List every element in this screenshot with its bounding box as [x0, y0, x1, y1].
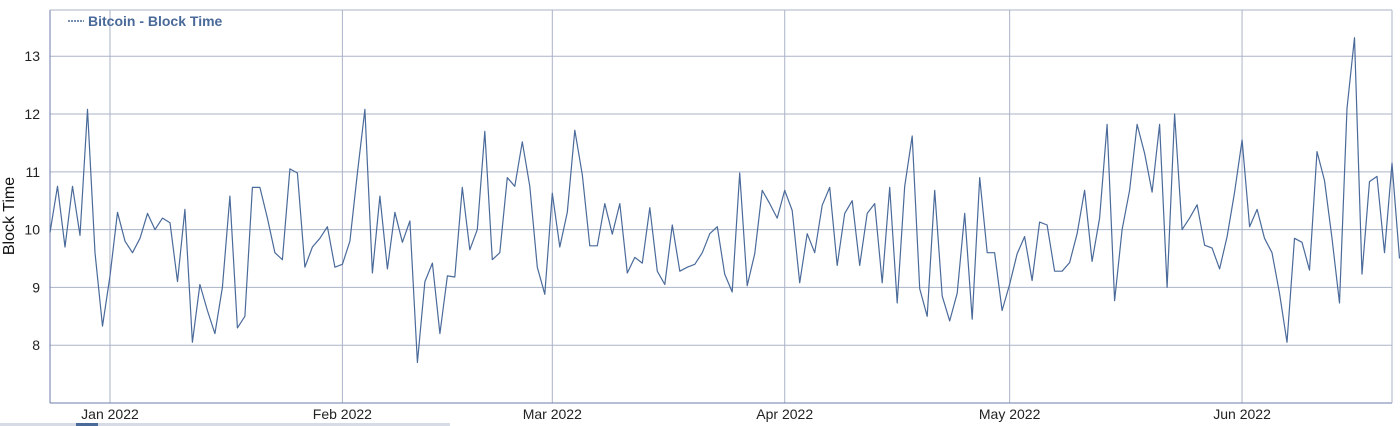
y-tick-label-13: 13	[24, 48, 40, 64]
horizontal-gridlines	[50, 55, 1392, 346]
y-axis-title: Block Time	[1, 177, 18, 255]
navigator-bar	[0, 423, 450, 426]
navigator-strip	[0, 423, 450, 426]
x-tick-label-5: Jun 2022	[1213, 406, 1271, 422]
series-line-block-time	[49, 37, 1400, 364]
x-tick-label-0: Jan 2022	[81, 406, 139, 422]
plot-background	[50, 10, 1392, 403]
legend-label: Bitcoin - Block Time	[88, 13, 223, 29]
navigator-handle[interactable]	[76, 423, 98, 426]
y-tick-label-12: 12	[24, 106, 40, 122]
x-tick-label-2: Mar 2022	[523, 406, 582, 422]
legend[interactable]: Bitcoin - Block Time	[68, 13, 223, 29]
y-tick-labels: 8 9 10 11 12 13	[24, 48, 40, 353]
x-tick-labels: Jan 2022 Feb 2022 Mar 2022 Apr 2022 May 2022…	[81, 406, 1271, 422]
x-tick-label-4: May 2022	[979, 406, 1041, 422]
y-tick-label-8: 8	[32, 337, 40, 353]
x-tick-label-3: Apr 2022	[756, 406, 813, 422]
y-tick-label-10: 10	[24, 222, 40, 238]
y-tick-label-11: 11	[25, 164, 40, 180]
x-tick-label-1: Feb 2022	[313, 406, 372, 422]
vertical-gridlines	[109, 10, 1243, 403]
y-tick-label-9: 9	[32, 279, 40, 295]
